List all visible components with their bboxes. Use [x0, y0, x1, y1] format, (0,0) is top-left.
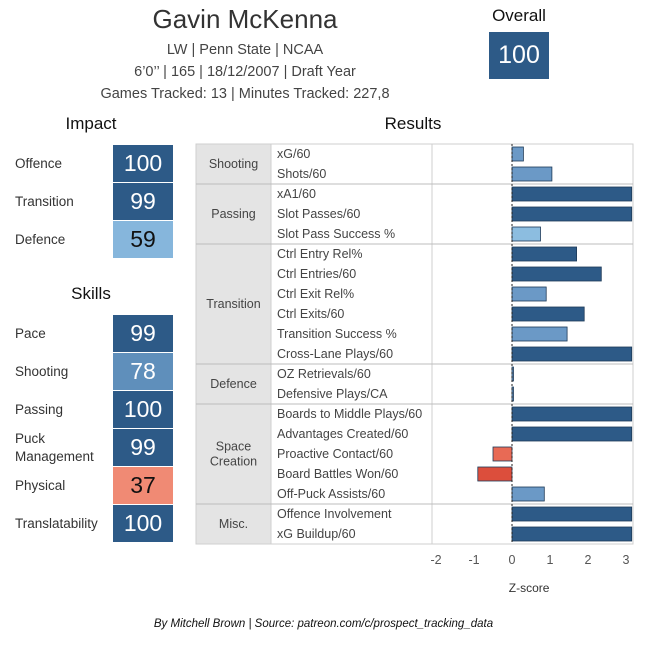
- group-label: Defence: [210, 377, 257, 391]
- metric-label-defence: Defence: [15, 232, 66, 247]
- x-tick-label: 3: [623, 553, 630, 567]
- results-frame: [195, 143, 634, 545]
- metric-row-label: xG/60: [277, 147, 310, 161]
- metric-row-label: Transition Success %: [277, 327, 397, 341]
- metric-row-label: Ctrl Exits/60: [277, 307, 344, 321]
- metric-row-label: Slot Passes/60: [277, 207, 360, 221]
- metric-row-label: Boards to Middle Plays/60: [277, 407, 422, 421]
- group-background: [196, 184, 271, 244]
- group-label: Space: [216, 440, 251, 454]
- bar: [511, 166, 553, 182]
- group-background: [196, 144, 271, 184]
- bar: [511, 506, 633, 522]
- group-background: [196, 364, 271, 404]
- metric-row-label: Ctrl Entry Rel%: [277, 247, 362, 261]
- metric-row-label: Offence Involvement: [277, 507, 392, 521]
- player-info-line-1: LW | Penn State | NCAA: [166, 42, 324, 58]
- bar: [511, 266, 602, 282]
- metric-label-translatability: Translatability: [15, 516, 98, 531]
- bar: [511, 246, 577, 262]
- bar: [511, 486, 545, 502]
- group-background: [196, 244, 271, 364]
- bar: [511, 346, 633, 362]
- metric-label-pace: Pace: [15, 326, 46, 341]
- metric-row-label: Slot Pass Success %: [277, 227, 395, 241]
- footer-credit: By Mitchell Brown | Source: patreon.com/…: [153, 618, 494, 630]
- group-label: Shooting: [209, 157, 258, 171]
- metric-score-transition: 99: [113, 183, 173, 220]
- bar: [492, 446, 513, 462]
- skills-title: Skills: [71, 284, 111, 303]
- metric-score-passing: 100: [113, 391, 173, 428]
- group-background: [196, 504, 271, 544]
- bar: [511, 426, 633, 442]
- metric-row-label: Proactive Contact/60: [277, 447, 393, 461]
- metric-row-label: Off-Puck Assists/60: [277, 487, 385, 501]
- bar: [477, 466, 513, 482]
- x-tick-label: 1: [547, 553, 554, 567]
- impact-title: Impact: [65, 114, 117, 133]
- metric-label-offence: Offence: [15, 156, 63, 171]
- x-tick-label: 2: [585, 553, 592, 567]
- metric-score-defence: 59: [113, 221, 173, 258]
- bar: [511, 526, 633, 542]
- metric-row-label: Ctrl Exit Rel%: [277, 287, 354, 301]
- metric-label-shooting: Shooting: [15, 364, 69, 379]
- metric-label-puck-management: Puck Management: [15, 431, 94, 464]
- group-label: Misc.: [219, 517, 248, 531]
- overall-score: 100: [489, 32, 549, 79]
- metric-label-transition: Transition: [15, 194, 74, 209]
- metric-score-pace: 99: [113, 315, 173, 352]
- bar: [511, 226, 541, 242]
- metric-row-label: Shots/60: [277, 167, 326, 181]
- metric-score-puck-management: 99: [113, 429, 173, 466]
- bar: [511, 326, 568, 342]
- player-info-line-3: Games Tracked: 13 | Minutes Tracked: 227…: [100, 86, 390, 102]
- x-tick-label: 0: [509, 553, 516, 567]
- metric-score-physical: 37: [113, 467, 173, 504]
- metric-score-translatability: 100: [113, 505, 173, 542]
- bar: [511, 406, 633, 422]
- metric-row-label: xA1/60: [277, 187, 316, 201]
- metric-score-shooting: 78: [113, 353, 173, 390]
- bar: [511, 186, 633, 202]
- x-axis-title: Z-score: [509, 581, 550, 595]
- bar: [511, 286, 547, 302]
- group-label: Creation: [210, 455, 257, 469]
- metric-row-label: Board Battles Won/60: [277, 467, 398, 481]
- player-name: Gavin McKenna: [152, 4, 338, 34]
- metric-score-offence: 100: [113, 145, 173, 182]
- group-background: [196, 404, 271, 504]
- metric-row-label: Ctrl Entries/60: [277, 267, 356, 281]
- group-label: Passing: [211, 207, 256, 221]
- metric-row-label: Advantages Created/60: [277, 427, 408, 441]
- metric-row-label: xG Buildup/60: [277, 527, 356, 541]
- bar: [511, 206, 633, 222]
- group-label: Transition: [206, 297, 260, 311]
- bar: [511, 146, 524, 162]
- player-info-line-2: 6’0’’ | 165 | 18/12/2007 | Draft Year: [134, 64, 356, 80]
- metric-row-label: OZ Retrievals/60: [277, 367, 371, 381]
- metric-row-label: Defensive Plays/CA: [277, 387, 388, 401]
- metric-row-label: Cross-Lane Plays/60: [277, 347, 393, 361]
- bar: [511, 306, 585, 322]
- overall-title: Overall: [492, 6, 546, 25]
- results-title: Results: [384, 114, 442, 133]
- x-tick-label: -2: [430, 553, 441, 567]
- metric-label-physical: Physical: [15, 478, 66, 493]
- x-tick-label: -1: [468, 553, 479, 567]
- metric-label-passing: Passing: [15, 402, 64, 417]
